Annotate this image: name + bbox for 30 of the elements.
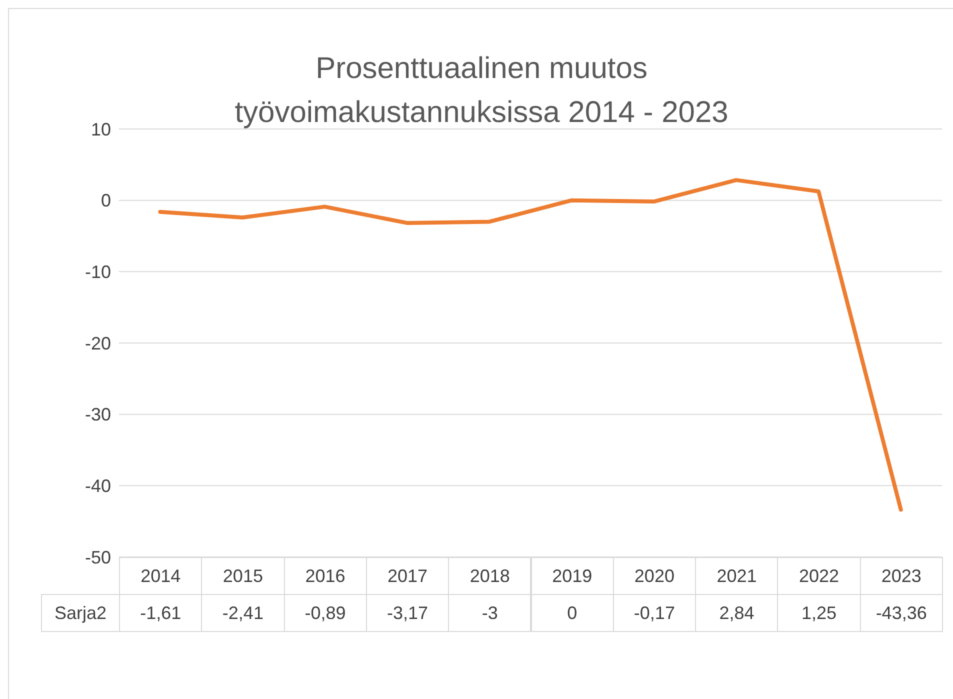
y-tick-label: 0 bbox=[100, 190, 111, 211]
data-label: -0,89 bbox=[284, 594, 367, 632]
y-tick-label: -10 bbox=[84, 262, 111, 282]
x-tick-label: 2017 bbox=[366, 557, 450, 595]
line-series bbox=[158, 178, 903, 512]
x-tick-label: 2016 bbox=[284, 557, 367, 595]
y-tick-label: -20 bbox=[84, 333, 111, 354]
data-label: -3 bbox=[448, 594, 532, 632]
data-label: -0,17 bbox=[612, 594, 696, 632]
data-label: -1,61 bbox=[119, 594, 202, 632]
x-tick-label: 2019 bbox=[530, 557, 614, 595]
data-label: 0 bbox=[530, 594, 614, 632]
x-tick-label: 2015 bbox=[201, 557, 285, 595]
y-tick-label: -50 bbox=[84, 547, 111, 568]
data-label: 2,84 bbox=[695, 594, 778, 632]
x-tick-label: 2020 bbox=[612, 557, 696, 595]
data-label: 1,25 bbox=[777, 594, 861, 632]
x-tick-label: 2021 bbox=[695, 557, 778, 595]
x-tick-label: 2018 bbox=[448, 557, 532, 595]
x-tick-label: 2022 bbox=[777, 557, 861, 595]
data-label: -43,36 bbox=[860, 594, 943, 632]
text: Sarja2 bbox=[41, 594, 120, 632]
chart-title: Prosenttuaalinen muutos työvoimakustannuksissa 2014 - 2023 bbox=[234, 51, 730, 129]
data-label: -2,41 bbox=[201, 594, 285, 632]
y-tick-label: -40 bbox=[84, 476, 111, 496]
y-tick-label: -30 bbox=[84, 404, 111, 425]
y-tick-label: 10 bbox=[90, 119, 111, 140]
data-label: -3,17 bbox=[366, 594, 450, 632]
x-tick-label: 2023 bbox=[860, 557, 943, 595]
x-tick-label: 2014 bbox=[119, 557, 202, 595]
